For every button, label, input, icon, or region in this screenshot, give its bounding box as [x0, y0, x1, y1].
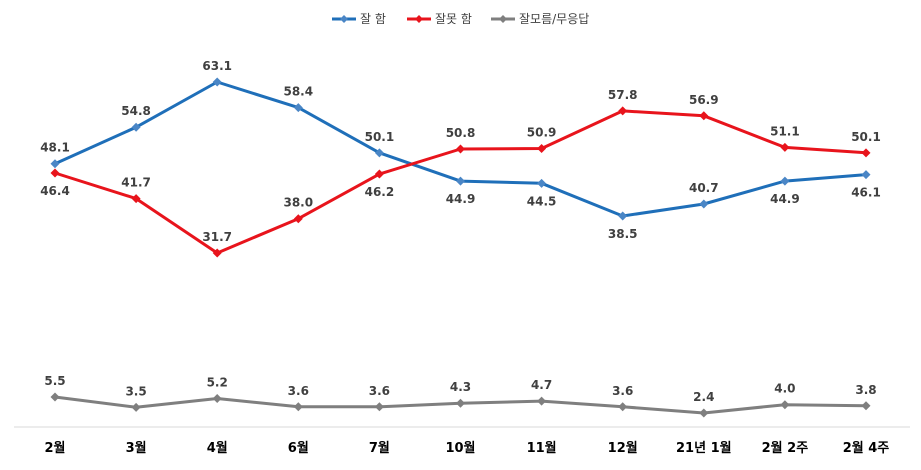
series-2-point-9 [780, 400, 790, 410]
series-2-label-0: 5.5 [44, 374, 65, 388]
series-1-point-2 [212, 248, 222, 258]
series-0-label-0: 48.1 [40, 141, 70, 155]
series-1-label-4: 46.2 [365, 185, 395, 199]
series-0-label-6: 44.5 [527, 194, 557, 208]
data-labels: 48.1 54.8 63.1 58.4 50.1 44.9 44.5 38.5 40.7 44.9… [40, 59, 881, 404]
series-0-point-1 [131, 122, 141, 132]
legend: 잘 함 잘못 함 잘모름/무응답 [332, 12, 589, 26]
legend-item-0: 잘 함 [332, 12, 386, 26]
series-0-label-10: 46.1 [851, 186, 881, 200]
series-2-label-9: 4.0 [774, 382, 795, 396]
series-0-point-0 [50, 159, 60, 169]
series-1-label-7: 57.8 [608, 88, 638, 102]
series-0-point-10 [861, 170, 871, 180]
series-1-label-3: 38.0 [283, 196, 313, 210]
x-axis-tick-labels: 2월 3월 4월 6월 7월 10월 11월 12월 21년 1월 2월 2주 2월 4주 [44, 440, 889, 456]
series-1-point-0 [50, 168, 60, 178]
x-tick-label-10: 2월 4주 [843, 440, 890, 456]
series-1-label-2: 31.7 [202, 230, 232, 244]
series-1-point-1 [131, 194, 141, 204]
series-2-label-5: 4.3 [450, 380, 471, 394]
series-0-label-2: 63.1 [202, 59, 232, 73]
series-1-point-7 [618, 106, 628, 116]
x-tick-label-1: 3월 [126, 440, 147, 456]
x-tick-label-5: 10월 [445, 440, 475, 456]
series-1-point-5 [456, 144, 465, 154]
series-2-label-2: 5.2 [207, 376, 228, 390]
series-1-label-8: 56.9 [689, 93, 719, 107]
series-2-label-6: 4.7 [531, 378, 552, 392]
series-1-point-6 [537, 143, 547, 153]
x-tick-label-2: 4월 [207, 440, 228, 456]
series-2-label-7: 3.6 [612, 384, 633, 398]
series-1-label-5: 50.8 [446, 126, 476, 140]
series-1-point-10 [861, 148, 871, 158]
series-2-point-4 [374, 402, 384, 412]
x-tick-label-4: 7월 [369, 440, 390, 456]
series-0-label-3: 58.4 [283, 85, 313, 99]
x-tick-label-8: 21년 1월 [676, 440, 732, 456]
series-2-point-0 [50, 392, 60, 402]
series-1-point-3 [293, 214, 303, 224]
series-0-label-9: 44.9 [770, 192, 800, 206]
series-2-point-7 [618, 402, 628, 412]
series-2-label-4: 3.6 [369, 384, 390, 398]
series-2-label-3: 3.6 [288, 384, 309, 398]
legend-item-1: 잘못 함 [407, 12, 472, 26]
x-tick-label-3: 6월 [288, 440, 309, 456]
series-2-label-1: 3.5 [125, 384, 146, 398]
legend-label-0: 잘 함 [360, 12, 386, 26]
x-tick-label-6: 11월 [527, 440, 557, 456]
series-0-label-4: 50.1 [365, 130, 395, 144]
series-0-point-9 [780, 176, 790, 186]
series-0-point-4 [374, 148, 384, 158]
series-2-label-10: 3.8 [855, 383, 876, 397]
series-1-label-0: 46.4 [40, 184, 70, 198]
series-2-point-1 [131, 402, 141, 412]
legend-label-2: 잘모름/무응답 [519, 12, 589, 26]
x-tick-label-0: 2월 [44, 440, 65, 456]
series-0-point-5 [456, 176, 465, 186]
series-1-label-1: 41.7 [121, 176, 151, 190]
series-2-point-5 [456, 398, 465, 408]
series-0-point-6 [537, 178, 547, 188]
series-2-point-10 [861, 401, 871, 411]
x-tick-label-9: 2월 2주 [762, 440, 809, 456]
series-0-label-5: 44.9 [446, 192, 476, 206]
series-1-point-9 [780, 142, 790, 152]
series-1-point-8 [699, 111, 709, 121]
legend-item-2: 잘모름/무응답 [491, 12, 589, 26]
series-2-point-8 [699, 408, 709, 418]
series-0-point-2 [212, 77, 222, 87]
series-0-label-1: 54.8 [121, 104, 151, 118]
series-2-point-2 [212, 394, 222, 404]
series-0-point-7 [618, 211, 628, 221]
series-0-point-3 [293, 103, 303, 113]
series-1-point-4 [374, 169, 384, 179]
series-2-label-8: 2.4 [693, 390, 714, 404]
series-0-point-8 [699, 199, 709, 209]
x-tick-label-7: 12월 [608, 440, 638, 456]
legend-swatch-marker-2 [499, 15, 507, 23]
series-markers [50, 77, 871, 418]
series-1-label-9: 51.1 [770, 124, 800, 138]
legend-swatch-marker-0 [340, 15, 348, 23]
series-1-label-10: 50.1 [851, 130, 881, 144]
series-1-label-6: 50.9 [527, 125, 557, 139]
legend-label-1: 잘못 함 [435, 12, 472, 26]
series-2-point-6 [537, 396, 547, 406]
legend-swatch-marker-1 [415, 15, 423, 23]
series-0-label-8: 40.7 [689, 181, 719, 195]
series-0-label-7: 38.5 [608, 227, 638, 241]
series-2-point-3 [293, 402, 303, 412]
